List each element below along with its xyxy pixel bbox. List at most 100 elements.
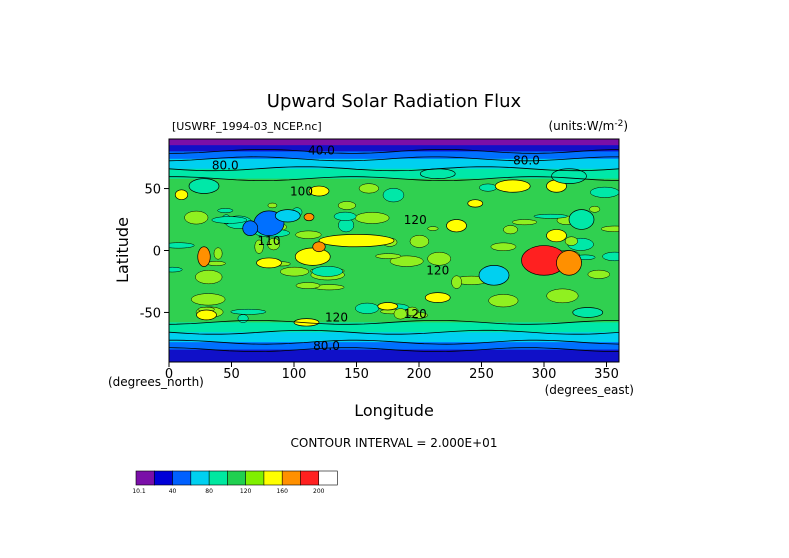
x-tick-label: 0 bbox=[165, 367, 173, 382]
feature-140_160 bbox=[494, 179, 531, 193]
variability-patch bbox=[169, 266, 183, 273]
variability-patch bbox=[546, 288, 579, 304]
feature-80_100 bbox=[568, 209, 595, 230]
feature-140_160 bbox=[546, 229, 567, 243]
variability-patch bbox=[590, 186, 619, 198]
zonal-band-9 bbox=[169, 349, 619, 362]
feature-160_180 bbox=[312, 241, 326, 253]
variability-patch bbox=[254, 239, 264, 254]
feature-160_180 bbox=[556, 250, 582, 276]
variability-patch bbox=[564, 236, 578, 246]
variability-patch bbox=[405, 306, 419, 317]
variability-patch bbox=[479, 183, 497, 192]
feature-140_160 bbox=[424, 292, 451, 303]
colorbar-tick-label: 10.1 bbox=[132, 488, 146, 495]
colorbar-swatch bbox=[208, 470, 228, 486]
contour-label: 80.0 bbox=[212, 158, 239, 172]
variability-patch bbox=[217, 208, 234, 213]
x-tick-label: 300 bbox=[532, 367, 557, 382]
y-axis: 50 0 -50 bbox=[140, 183, 169, 321]
variability-patch bbox=[512, 219, 538, 226]
contour-interval-label: CONTOUR INTERVAL = 2.000E+01 bbox=[291, 436, 498, 450]
variability-patch bbox=[490, 242, 517, 251]
contour-label: 110 bbox=[258, 234, 281, 248]
y-unit-label: (degrees_north) bbox=[108, 375, 204, 389]
contour-label: 120 bbox=[404, 213, 427, 227]
variability-patch bbox=[280, 266, 310, 277]
variability-patch bbox=[354, 212, 390, 224]
contour-plot-area bbox=[169, 139, 619, 362]
y-tick-label: -50 bbox=[140, 306, 161, 321]
contour-label: 120 bbox=[404, 307, 427, 321]
variability-patch bbox=[427, 251, 451, 266]
colorbar-swatch bbox=[263, 470, 283, 486]
zonal-band-8 bbox=[169, 342, 619, 351]
variability-patch bbox=[295, 282, 321, 289]
feature-140_160 bbox=[446, 219, 467, 233]
contour-labels: 40.0 80.0 80.0 100 120 110 120 120 120 80.0 bbox=[212, 143, 540, 353]
variability-patch bbox=[382, 188, 405, 203]
colorbar-swatch bbox=[281, 470, 302, 486]
feature-40_60 bbox=[242, 220, 259, 236]
feature-140_160 bbox=[174, 189, 189, 201]
colorbar-swatch bbox=[153, 470, 174, 486]
variability-patch bbox=[389, 255, 424, 267]
zonal-band-4 bbox=[169, 168, 619, 180]
x-tick-label: 350 bbox=[594, 367, 619, 382]
feature-140_160 bbox=[293, 318, 320, 327]
variability-patch bbox=[213, 247, 223, 260]
colorbar-tick-label: 40 bbox=[169, 488, 177, 495]
feature-60_80 bbox=[274, 209, 301, 223]
zonal-band-2 bbox=[169, 151, 619, 160]
contour-label: 40.0 bbox=[308, 143, 335, 157]
contour-label: 120 bbox=[325, 311, 348, 325]
contour-line bbox=[169, 149, 619, 154]
units-label: (units:W/m-2) bbox=[549, 119, 629, 133]
contour-label: 80.0 bbox=[313, 339, 340, 353]
zonal-band-3 bbox=[169, 158, 619, 170]
contour-line bbox=[169, 347, 619, 352]
x-tick-label: 200 bbox=[407, 367, 432, 382]
colorbar-swatch bbox=[135, 470, 155, 486]
feature-140_160 bbox=[294, 247, 331, 266]
contour-label: 120 bbox=[426, 264, 449, 278]
zonal-band-0 bbox=[169, 139, 619, 146]
variability-patch bbox=[589, 205, 601, 213]
variability-patch bbox=[267, 202, 278, 209]
feature-80_100 bbox=[419, 168, 456, 179]
colorbar-swatch bbox=[245, 470, 265, 486]
y-tick-label: 50 bbox=[144, 183, 161, 198]
variability-patch bbox=[184, 210, 209, 225]
contour-line bbox=[169, 156, 619, 162]
colorbar-swatch bbox=[227, 470, 247, 486]
feature-140_160 bbox=[467, 199, 484, 208]
variability-patch bbox=[211, 216, 248, 224]
contour-line bbox=[169, 339, 619, 345]
contour-label: 100 bbox=[290, 184, 313, 198]
variability-patch bbox=[237, 314, 249, 323]
variability-patch bbox=[337, 201, 356, 210]
variability-patch bbox=[427, 226, 439, 231]
x-tick-label: 50 bbox=[223, 367, 240, 382]
variability-patch bbox=[169, 242, 195, 249]
colorbar-tick-label: 160 bbox=[276, 488, 288, 495]
feature-140_160 bbox=[256, 257, 282, 269]
feature-140_160 bbox=[318, 234, 395, 248]
variability-patch bbox=[503, 225, 518, 235]
variability-patch bbox=[333, 211, 357, 221]
feature-140_160 bbox=[196, 309, 217, 321]
variability-patch bbox=[488, 294, 519, 308]
y-axis-label: Latitude bbox=[113, 217, 132, 283]
variability-patch bbox=[195, 269, 223, 285]
variability-patch bbox=[451, 275, 462, 289]
contour-line bbox=[169, 176, 619, 181]
variability-patch bbox=[311, 266, 343, 277]
contour-line bbox=[169, 166, 619, 172]
variability-patch bbox=[230, 308, 267, 315]
zonal-band-6 bbox=[169, 322, 619, 333]
variability-patch bbox=[409, 234, 430, 248]
contour-label: 80.0 bbox=[513, 153, 540, 167]
feature-140_160 bbox=[377, 302, 399, 311]
variability-patch bbox=[358, 183, 380, 194]
